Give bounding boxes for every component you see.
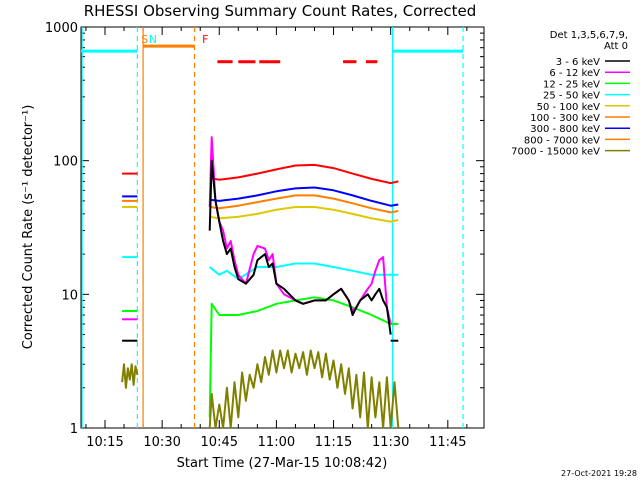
series-group (121, 136, 400, 429)
x-tick-label: 10:45 (201, 435, 238, 450)
series-line (208, 349, 400, 429)
series-line (209, 186, 399, 207)
x-axis-label: Start Time (27-Mar-15 10:08:42) (177, 456, 388, 471)
x-tick-label: 10:15 (86, 435, 123, 450)
legend-label: 12 - 25 keV (543, 79, 600, 90)
flag-label: N (149, 33, 157, 46)
x-tick-label: 11:15 (315, 435, 352, 450)
series-line (209, 206, 399, 223)
legend-label: 3 - 6 keV (556, 57, 600, 68)
chart-title: RHESSI Observing Summary Count Rates, Co… (84, 2, 477, 20)
series-line (209, 194, 399, 214)
y-tick-label: 1000 (45, 21, 78, 36)
legend-label: 100 - 300 keV (530, 113, 600, 124)
legend-label: 6 - 12 keV (549, 68, 600, 79)
legend-label: 25 - 50 keV (543, 91, 600, 102)
y-tick-label: 10 (61, 288, 78, 303)
y-axis-label: Corrected Count Rate (s⁻¹ detector⁻¹) (21, 105, 36, 350)
legend-label: 50 - 100 keV (537, 102, 601, 113)
axes (81, 26, 484, 429)
series-line (209, 262, 399, 281)
flag-label: F (202, 33, 208, 46)
legend-header: Att 0 (604, 41, 628, 52)
y-tick-label: 1 (70, 422, 78, 437)
series-line (208, 159, 392, 335)
legend-label: 300 - 800 keV (530, 124, 600, 135)
series-line (208, 136, 392, 325)
plot-frame (80, 26, 485, 429)
tick-labels: 1 10 100 1000 10:15 10:30 10:45 11:00 11:15 11:30… (45, 21, 467, 450)
x-tick-label: 11:45 (429, 435, 466, 450)
legend-label: 800 - 7000 keV (524, 135, 600, 146)
series-line (209, 163, 399, 185)
x-tick-label: 10:30 (143, 435, 180, 450)
y-tick-label: 100 (53, 155, 78, 170)
x-tick-label: 11:00 (258, 435, 295, 450)
legend-label: 7000 - 15000 keV (511, 147, 600, 158)
legend-header: Det 1,3,5,6,7,9, (550, 30, 628, 41)
series-line (121, 363, 139, 389)
x-tick-label: 11:30 (372, 435, 409, 450)
flag-label: S (141, 33, 148, 46)
footer-timestamp: 27-Oct-2021 19:28 (561, 469, 637, 478)
